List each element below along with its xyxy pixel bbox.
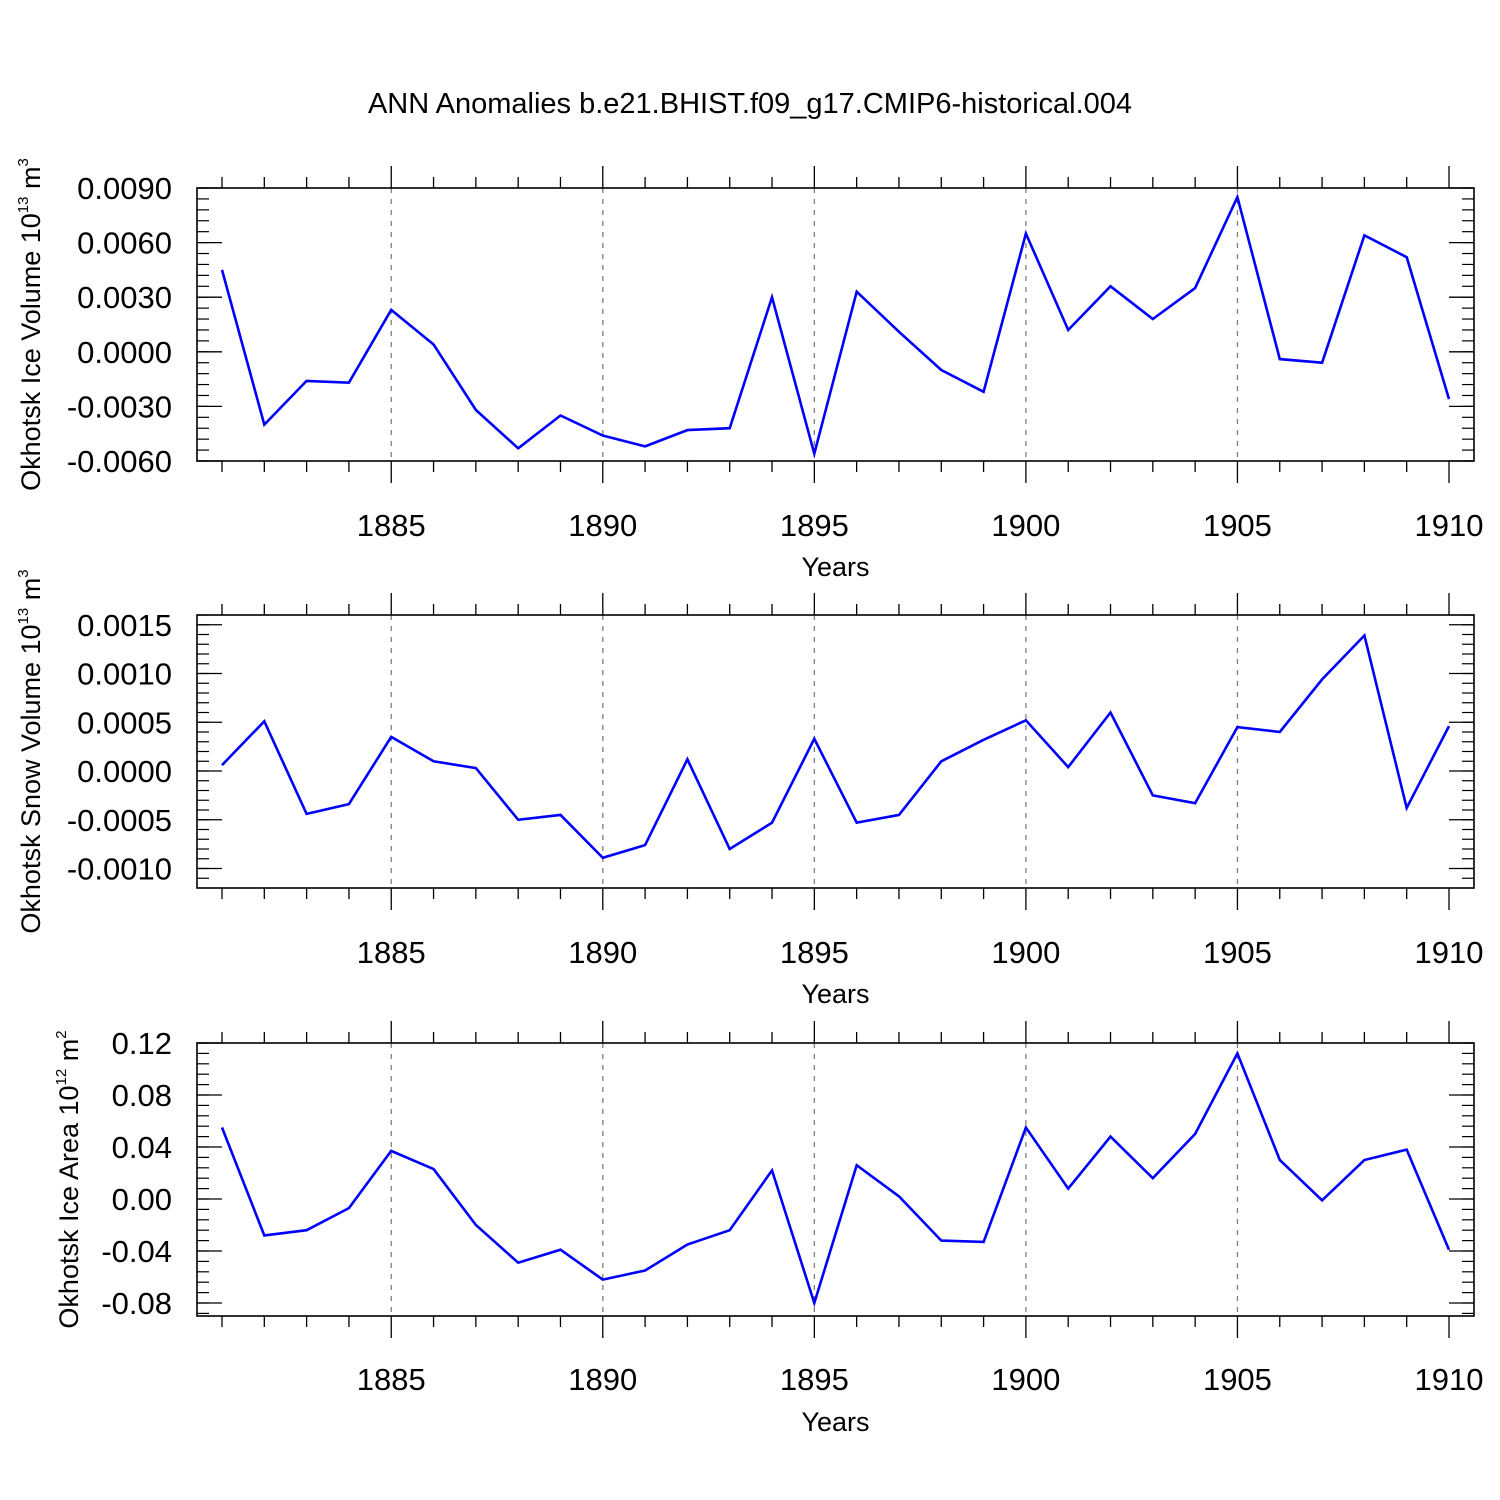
y-axis-label: Okhotsk Ice Volume 1013 m3 (15, 158, 46, 491)
x-tick-label: 1890 (568, 1362, 637, 1397)
x-tick-label: 1890 (568, 508, 637, 543)
x-tick-label: 1895 (780, 1362, 849, 1397)
y-tick-label: 0.0015 (77, 608, 172, 643)
figure-title: ANN Anomalies b.e21.BHIST.f09_g17.CMIP6-… (368, 88, 1132, 120)
x-tick-label: 1900 (991, 1362, 1060, 1397)
x-tick-label: 1910 (1415, 1362, 1484, 1397)
y-tick-label: 0.0005 (77, 705, 172, 740)
x-tick-label: 1905 (1203, 1362, 1272, 1397)
x-tick-label: 1905 (1203, 935, 1272, 970)
panel-snow-volume: -0.0010 -0.0005 0.0000 0.0005 0.0010 0.0015 18… (15, 569, 1483, 1009)
y-tick-label: -0.0010 (67, 852, 172, 887)
x-axis-label: Years (801, 552, 869, 582)
panel-ice-area: -0.08 -0.04 0.00 0.04 0.08 0.12 1885 1890 1895 19… (53, 1021, 1483, 1437)
y-tick-label: 0.0090 (77, 171, 172, 206)
series-line (220, 1050, 1451, 1308)
y-tick-label: 0.04 (112, 1130, 172, 1165)
y-tick-label: 0.0030 (77, 280, 172, 315)
x-tick-label: 1895 (780, 935, 849, 970)
plot-frame (196, 614, 1475, 889)
x-axis-label: Years (801, 979, 869, 1009)
series-line (220, 193, 1451, 459)
y-tick-label: -0.04 (101, 1234, 172, 1269)
series-line (221, 632, 1451, 860)
y-tick-label: 0.0010 (77, 657, 172, 692)
x-tick-label: 1900 (991, 935, 1060, 970)
x-tick-label: 1900 (991, 508, 1060, 543)
x-tick-label: 1890 (568, 935, 637, 970)
x-tick-label: 1895 (780, 508, 849, 543)
panel-ice-volume: -0.0060 -0.0030 0.0000 0.0030 0.0060 0.0090 18… (15, 158, 1483, 582)
x-tick-label: 1885 (357, 1362, 426, 1397)
y-tick-label: -0.0030 (67, 389, 172, 424)
x-tick-label: 1910 (1415, 508, 1484, 543)
x-axis-label: Years (801, 1407, 869, 1437)
x-tick-label: 1885 (357, 508, 426, 543)
x-tick-label: 1905 (1203, 508, 1272, 543)
y-tick-label: 0.0000 (77, 335, 172, 370)
y-tick-label: 0.08 (112, 1078, 172, 1113)
y-tick-label: 0.0000 (77, 754, 172, 789)
y-tick-label: 0.00 (112, 1182, 172, 1217)
y-tick-label: 0.0060 (77, 226, 172, 261)
y-tick-label: -0.0060 (67, 444, 172, 479)
y-axis-label: Okhotsk Snow Volume 1013 m3 (15, 569, 46, 933)
y-tick-label: 0.12 (112, 1026, 172, 1061)
x-tick-label: 1885 (357, 935, 426, 970)
y-tick-label: -0.08 (101, 1286, 172, 1321)
y-axis-label: Okhotsk Ice Area 1012 m2 (53, 1030, 84, 1328)
plot-frame (196, 1042, 1475, 1317)
x-tick-label: 1910 (1415, 935, 1484, 970)
plot-frame (196, 187, 1475, 462)
y-tick-label: -0.0005 (67, 803, 172, 838)
